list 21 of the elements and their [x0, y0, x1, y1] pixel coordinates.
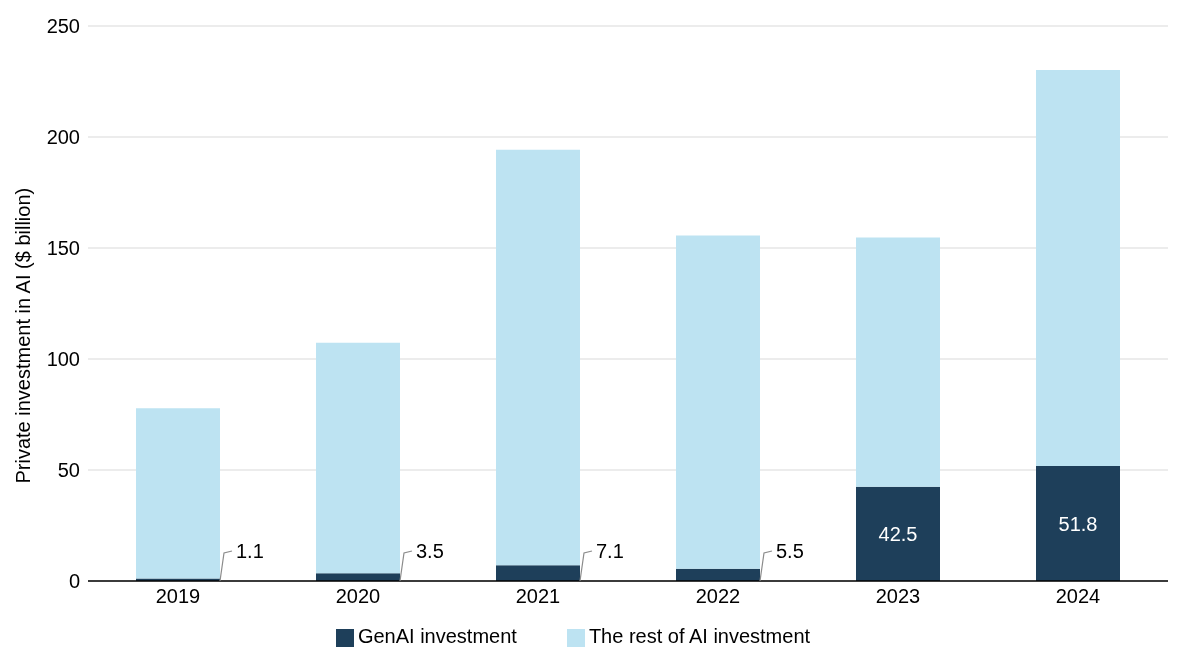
x-tick-label: 2022 — [695, 585, 741, 608]
y-tick-label: 100 — [46, 348, 80, 371]
y-tick-label: 150 — [46, 237, 80, 260]
y-tick-label: 200 — [46, 126, 80, 149]
x-tick-label: 2024 — [1055, 585, 1101, 608]
data-label: 1.1 — [236, 540, 264, 562]
data-label: 3.5 — [416, 540, 444, 562]
x-tick-label: 2021 — [515, 585, 561, 608]
y-tick-label: 50 — [57, 459, 80, 482]
x-tick-label: 2023 — [875, 585, 921, 608]
x-tick-label: 2019 — [155, 585, 201, 608]
data-label: 5.5 — [776, 540, 804, 562]
x-tick-label: 2020 — [335, 585, 381, 608]
legend-label: The rest of AI investment — [588, 625, 811, 647]
data-label: 51.8 — [1058, 512, 1098, 535]
y-axis-title: Private investment in AI ($ billion) — [12, 187, 35, 484]
data-label: 7.1 — [596, 540, 624, 562]
data-label: 42.5 — [878, 522, 918, 545]
y-tick-label: 250 — [46, 15, 80, 38]
y-tick-label: 0 — [68, 570, 80, 593]
legend-label: GenAI investment — [357, 625, 517, 647]
